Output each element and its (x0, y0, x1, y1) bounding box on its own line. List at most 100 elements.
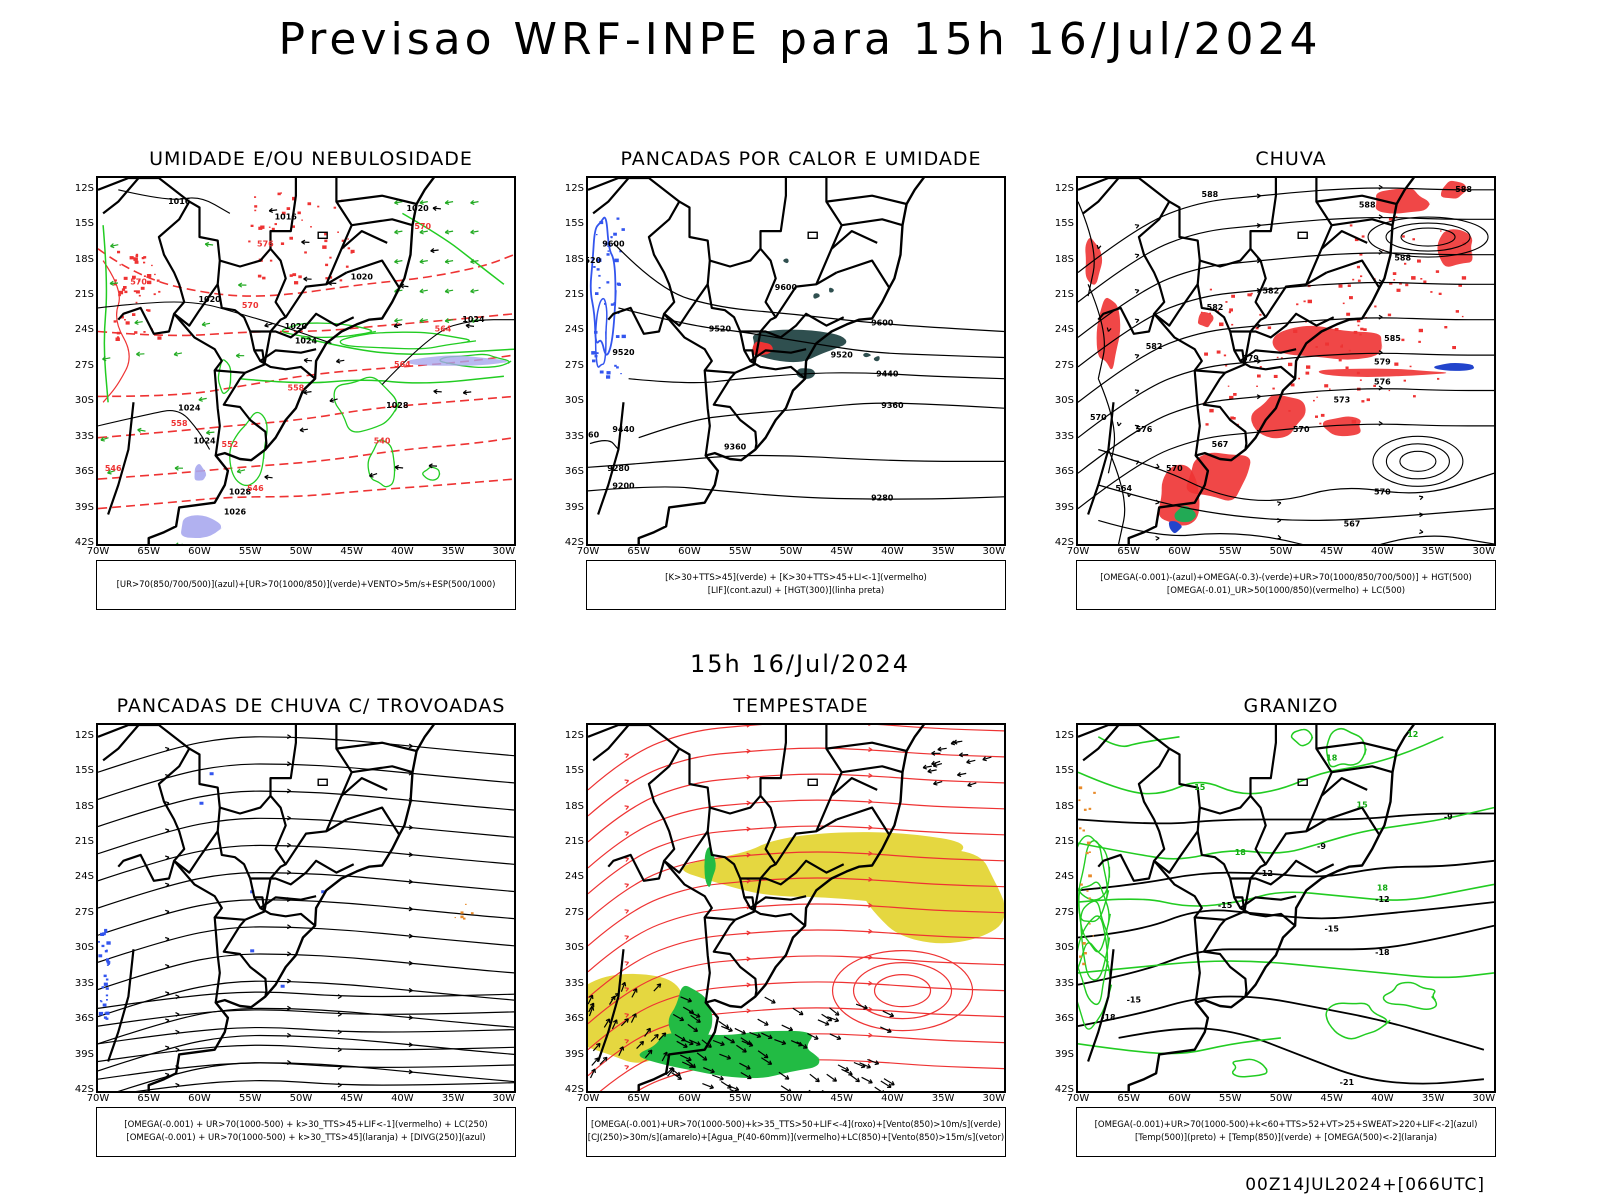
wind-vector (419, 317, 428, 324)
federal-district (317, 231, 328, 239)
longitude-tick-label: 50W (779, 1093, 803, 1104)
legend-box: [OMEGA(-0.001)+UR>70(1000-500)+k>35_TTS>… (586, 1107, 1006, 1157)
map-granizo[interactable]: -9 -9 -12 -12 -15 -15 -18 -15 -18 -21 15 15 18 18 18 12 (1076, 723, 1496, 1093)
map-tempestade[interactable] (586, 723, 1006, 1093)
panel-title: PANCADAS POR CALOR E UMIDADE (620, 148, 982, 170)
country-border (826, 741, 907, 753)
wind-vector (859, 1062, 871, 1069)
longitude-tick-label: 65W (627, 546, 651, 557)
rain-speckle (1361, 235, 1365, 238)
thickness-contour (98, 313, 514, 337)
rain-speckle (1399, 282, 1402, 285)
temperature-850-contour (1078, 840, 1110, 923)
rain-speckle (1223, 354, 1227, 357)
contour-label: 558 (288, 384, 305, 393)
rain-speckle (1357, 324, 1360, 327)
wind-vector (711, 1074, 724, 1081)
country-border (841, 765, 903, 774)
rain-speckle (1338, 284, 1343, 288)
longitude-tick-label: 35W (441, 1093, 465, 1104)
coastline (147, 178, 435, 544)
latitude-tick-label: 30S (1054, 942, 1074, 954)
red-speckle (268, 226, 271, 228)
longitude-tick-label: 45W (830, 1093, 853, 1104)
streamline (98, 761, 514, 800)
federal-district (317, 778, 328, 786)
contour-label: 18 (1377, 883, 1389, 892)
cyclonic-streamline (873, 974, 932, 1008)
red-speckle (350, 252, 353, 254)
contour-label: 573 (1333, 395, 1350, 404)
low-level-streamline (588, 824, 1004, 895)
streamline (1087, 284, 1112, 379)
streamline (98, 1026, 514, 1045)
wind-vector (667, 1067, 675, 1077)
rain-speckle (1394, 362, 1399, 366)
map-chuva[interactable]: 588 588 588 588 582 582 585 582 579 579 576 573 570 5… (1076, 176, 1496, 546)
red-speckle (324, 232, 328, 236)
divergence-speckle (103, 982, 108, 986)
rain-speckle (1388, 389, 1391, 392)
omega-orange-speckle (1082, 962, 1086, 966)
latitude-tick-label: 33S (564, 977, 584, 989)
omega-orange-speckle (1082, 829, 1085, 832)
wind-vector (883, 1078, 895, 1086)
wind-vector (444, 258, 454, 265)
contour-label: 570 (414, 222, 431, 231)
latitude-tick-label: 15S (1054, 765, 1074, 777)
wind-vector (394, 199, 403, 205)
map-layers: 9600952096009600952095209520944094409360… (588, 178, 1004, 544)
contour-label: -15 (1324, 925, 1339, 934)
cyclone-streamline (1385, 443, 1450, 480)
contour-label: 9360 (881, 401, 904, 410)
country-border (1320, 777, 1368, 797)
country-border (1193, 917, 1201, 1003)
contour-label: 1020 (406, 204, 429, 213)
legend-line: [OMEGA(-0.001) + UR>70(1000-500) + k>30_… (126, 1133, 486, 1143)
run-timestamp: 00Z14JUL2024+[066UTC] (1245, 1175, 1485, 1195)
rain-speckle (1209, 408, 1214, 413)
streamline (1078, 350, 1494, 439)
latitude-tick-label: 21S (74, 289, 94, 301)
panel-title: CHUVA (1255, 148, 1327, 170)
green-humidity-contour (229, 411, 268, 487)
rain-speckle (1334, 328, 1339, 331)
map-pancadas-calor[interactable]: 9600952096009600952095209520944094409360… (586, 176, 1006, 546)
wind-vector (780, 1085, 792, 1091)
latitude-tick-label: 33S (564, 430, 584, 442)
map-umidade[interactable]: 1016 1016 1020 1020 1020 1024 1024 1024 1028 1024… (96, 176, 516, 546)
contour-label: 1020 (285, 322, 308, 331)
rain-speckle (1329, 388, 1331, 390)
panel-trovoadas: PANCADAS DE CHUVA C/ TROVOADAS 12S 15S 18S… (56, 695, 526, 1195)
contour-label: 1026 (224, 508, 247, 517)
red-speckle (280, 192, 282, 194)
wind-vector (671, 1072, 683, 1080)
contour-label: 9600 (871, 319, 894, 328)
contour-label: 582 (1146, 342, 1163, 351)
green-humidity-contour (402, 212, 505, 285)
lif-speckle (614, 258, 619, 263)
omega-blue-area (1168, 521, 1183, 534)
longitude-tick-label: 50W (289, 1093, 313, 1104)
streamline (98, 1005, 514, 1045)
streamline (1107, 449, 1132, 544)
contour-label: 9600 (775, 283, 798, 292)
country-border (325, 725, 353, 832)
wind-vector (462, 389, 472, 396)
red-speckle (154, 273, 156, 276)
legend-line: [OMEGA(-0.01)_UR>50(1000/850)(vermelho) … (1166, 586, 1406, 596)
contour-label: 588 (1359, 201, 1376, 210)
rain-speckle (1401, 338, 1405, 342)
red-speckle (274, 223, 277, 226)
wind-vector (650, 1033, 659, 1042)
contour-label: -9 (1317, 842, 1326, 851)
streamline (98, 842, 514, 882)
latitude-tick-label: 18S (564, 253, 584, 265)
latitude-tick-label: 21S (564, 836, 584, 848)
country-border (173, 860, 246, 921)
country-border (1078, 725, 1248, 997)
temperature-500-contour (1078, 859, 1494, 892)
cyclonic-streamline (852, 962, 953, 1020)
wind-vector (719, 1053, 732, 1060)
map-trovoadas[interactable] (96, 723, 516, 1093)
